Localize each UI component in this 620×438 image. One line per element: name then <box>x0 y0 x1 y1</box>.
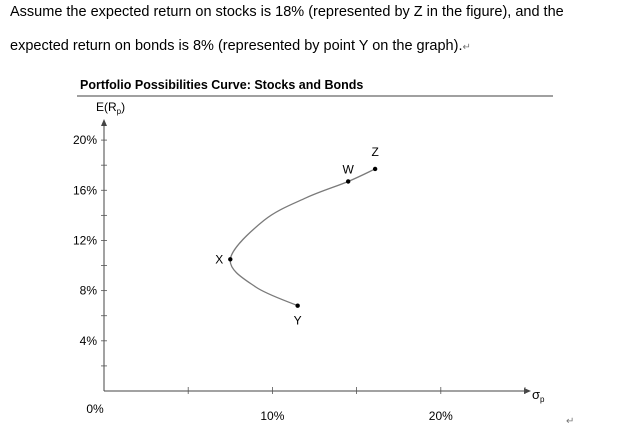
tick-labels: 4% 8% 12% 16% 20% 0% 10% 20% <box>73 133 453 423</box>
point-w <box>345 179 351 184</box>
y-axis-label-base: E(R <box>96 100 117 114</box>
ticks <box>101 139 526 394</box>
y-axis-label-sub: p <box>117 107 122 116</box>
x-tick-label: 0% <box>86 402 104 416</box>
point-label-w: W <box>343 162 355 176</box>
point-y <box>295 303 300 308</box>
chart-title: Portfolio Possibilities Curve: Stocks an… <box>80 78 363 92</box>
end-return-mark: ↵ <box>566 416 575 427</box>
question-line-1: Assume the expected return on stocks is … <box>10 4 610 21</box>
x-axis-label-sub: p <box>540 395 545 404</box>
y-tick-label: 20% <box>73 133 97 147</box>
question-line-2: expected return on bonds is 8% (represen… <box>10 38 610 56</box>
x-axis-label: σp <box>532 387 545 404</box>
points: X Y W Z <box>215 145 379 328</box>
y-tick-label: 12% <box>73 233 97 247</box>
x-tick-label: 20% <box>429 409 453 423</box>
point-label-y: Y <box>294 314 302 328</box>
y-tick-label: 16% <box>73 183 97 197</box>
question-text-2: expected return on bonds is 8% (represen… <box>10 38 463 54</box>
axes <box>101 119 531 394</box>
portfolio-curve <box>229 168 376 307</box>
y-axis-label: E(Rp) <box>96 100 125 116</box>
x-axis-arrow <box>524 388 531 394</box>
y-tick-label: 4% <box>80 334 98 348</box>
point-x <box>228 257 233 262</box>
x-axis-label-base: σ <box>532 387 540 402</box>
point-label-x: X <box>215 252 223 266</box>
point-z <box>372 166 378 172</box>
y-tick-label: 8% <box>80 284 98 298</box>
y-axis-arrow <box>101 119 107 126</box>
question-text-1: Assume the expected return on stocks is … <box>10 4 564 20</box>
x-tick-label: 10% <box>260 409 284 423</box>
y-axis-label-close: ) <box>121 100 125 114</box>
point-label-z: Z <box>371 145 378 159</box>
return-mark: ↵ <box>462 42 471 53</box>
